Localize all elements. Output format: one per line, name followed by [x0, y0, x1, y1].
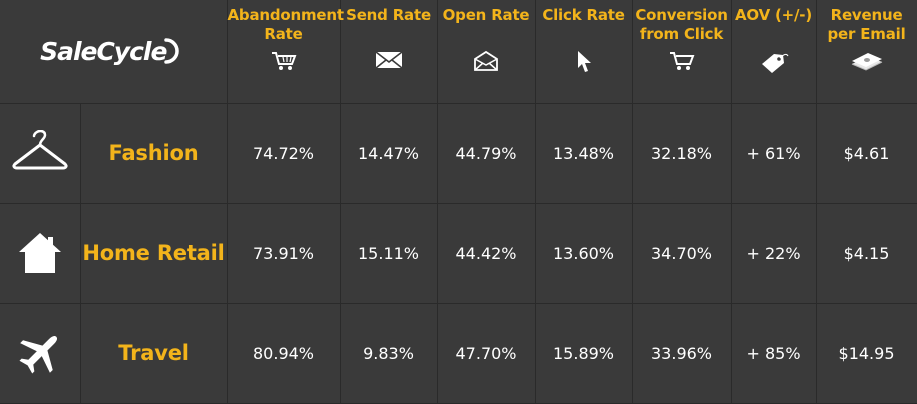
value-send-rate: 15.11%	[358, 243, 420, 263]
table-cell: 9.83%	[340, 303, 438, 404]
cursor-arrow-icon	[577, 51, 591, 72]
house-icon	[18, 233, 61, 273]
price-tag-icon	[761, 53, 788, 73]
value-send-rate: 14.47%	[358, 143, 420, 163]
table-cell: 73.91%	[227, 203, 341, 304]
cart-icon	[669, 52, 694, 70]
table-cell: 80.94%	[227, 303, 341, 404]
table-cell: 32.18%	[632, 103, 732, 204]
header-row: SaleCycle Abandonment Rate Send Rate Ope…	[0, 0, 917, 104]
col-header-abandonment-rate: Abandonment Rate	[227, 0, 345, 104]
row-icon-cell	[0, 203, 81, 304]
table-cell: 74.72%	[227, 103, 341, 204]
hanger-icon	[12, 130, 68, 170]
table-cell: $14.95	[816, 303, 917, 404]
col-header-conversion-from-click: Conversion from Click	[632, 0, 732, 104]
value-conversion-from-click: 33.96%	[651, 343, 713, 363]
row-icon-cell	[0, 103, 81, 204]
category-label-travel: Travel	[118, 341, 189, 365]
category-cell: Fashion	[80, 103, 228, 204]
col-header-label: Revenue per Email	[827, 6, 906, 43]
table-cell: + 85%	[731, 303, 817, 404]
table-cell: 44.42%	[437, 203, 536, 304]
table-cell: 15.89%	[535, 303, 633, 404]
logo-text: SaleCycle	[40, 36, 167, 66]
table-cell: 15.11%	[340, 203, 438, 304]
table-cell: $4.15	[816, 203, 917, 304]
col-header-send-rate: Send Rate	[340, 0, 438, 104]
value-abandonment-rate: 73.91%	[253, 243, 315, 263]
category-label-fashion: Fashion	[108, 141, 199, 165]
value-aov: + 85%	[746, 343, 801, 363]
category-label-home-retail: Home Retail	[82, 241, 225, 265]
value-revenue-per-email: $4.15	[843, 243, 890, 263]
logo-swoosh-icon	[164, 38, 180, 64]
category-cell: Home Retail	[80, 203, 228, 304]
col-header-label: Send Rate	[346, 6, 431, 24]
col-header-aov: AOV (+/-)	[731, 0, 817, 104]
value-revenue-per-email: $14.95	[838, 343, 895, 363]
value-abandonment-rate: 74.72%	[253, 143, 315, 163]
value-conversion-from-click: 32.18%	[651, 143, 713, 163]
table-cell: 47.70%	[437, 303, 536, 404]
table-cell: 13.48%	[535, 103, 633, 204]
table-cell: 33.96%	[632, 303, 732, 404]
logo-cell: SaleCycle	[0, 0, 228, 104]
row-icon-cell	[0, 303, 81, 404]
table-cell: + 61%	[731, 103, 817, 204]
col-header-label: Open Rate	[442, 6, 530, 24]
col-header-revenue-per-email: Revenue per Email	[816, 0, 917, 104]
open-envelope-icon	[474, 50, 498, 71]
value-aov: + 61%	[746, 143, 801, 163]
value-click-rate: 13.60%	[553, 243, 615, 263]
value-click-rate: 13.48%	[553, 143, 615, 163]
table-cell: 44.79%	[437, 103, 536, 204]
value-click-rate: 15.89%	[553, 343, 615, 363]
category-cell: Travel	[80, 303, 228, 404]
col-header-label: Click Rate	[542, 6, 625, 24]
col-header-label: Conversion from Click	[635, 6, 728, 43]
value-aov: + 22%	[746, 243, 801, 263]
table-cell: + 22%	[731, 203, 817, 304]
salecycle-logo: SaleCycle	[40, 36, 186, 66]
table-row-home-retail: Home Retail 73.91% 15.11% 44.42% 13.60% …	[0, 203, 917, 304]
value-open-rate: 44.42%	[455, 243, 517, 263]
col-header-label: AOV (+/-)	[735, 6, 812, 24]
airplane-icon	[19, 335, 57, 374]
value-send-rate: 9.83%	[363, 343, 414, 363]
value-open-rate: 47.70%	[455, 343, 517, 363]
col-header-click-rate: Click Rate	[535, 0, 633, 104]
table-cell: 34.70%	[632, 203, 732, 304]
table-cell: 14.47%	[340, 103, 438, 204]
value-revenue-per-email: $4.61	[843, 143, 890, 163]
value-conversion-from-click: 34.70%	[651, 243, 713, 263]
col-header-open-rate: Open Rate	[437, 0, 536, 104]
table-cell: 13.60%	[535, 203, 633, 304]
value-open-rate: 44.79%	[455, 143, 517, 163]
table-row-fashion: Fashion 74.72% 14.47% 44.79% 13.48% 32.1…	[0, 103, 917, 204]
table-row-travel: Travel 80.94% 9.83% 47.70% 15.89% 33.96%…	[0, 303, 917, 404]
money-stack-icon	[851, 53, 882, 71]
col-header-label: Abandonment Rate	[227, 6, 345, 43]
shopping-cart-icon	[271, 52, 296, 70]
envelope-icon	[375, 51, 403, 69]
value-abandonment-rate: 80.94%	[253, 343, 315, 363]
table-cell: $4.61	[816, 103, 917, 204]
